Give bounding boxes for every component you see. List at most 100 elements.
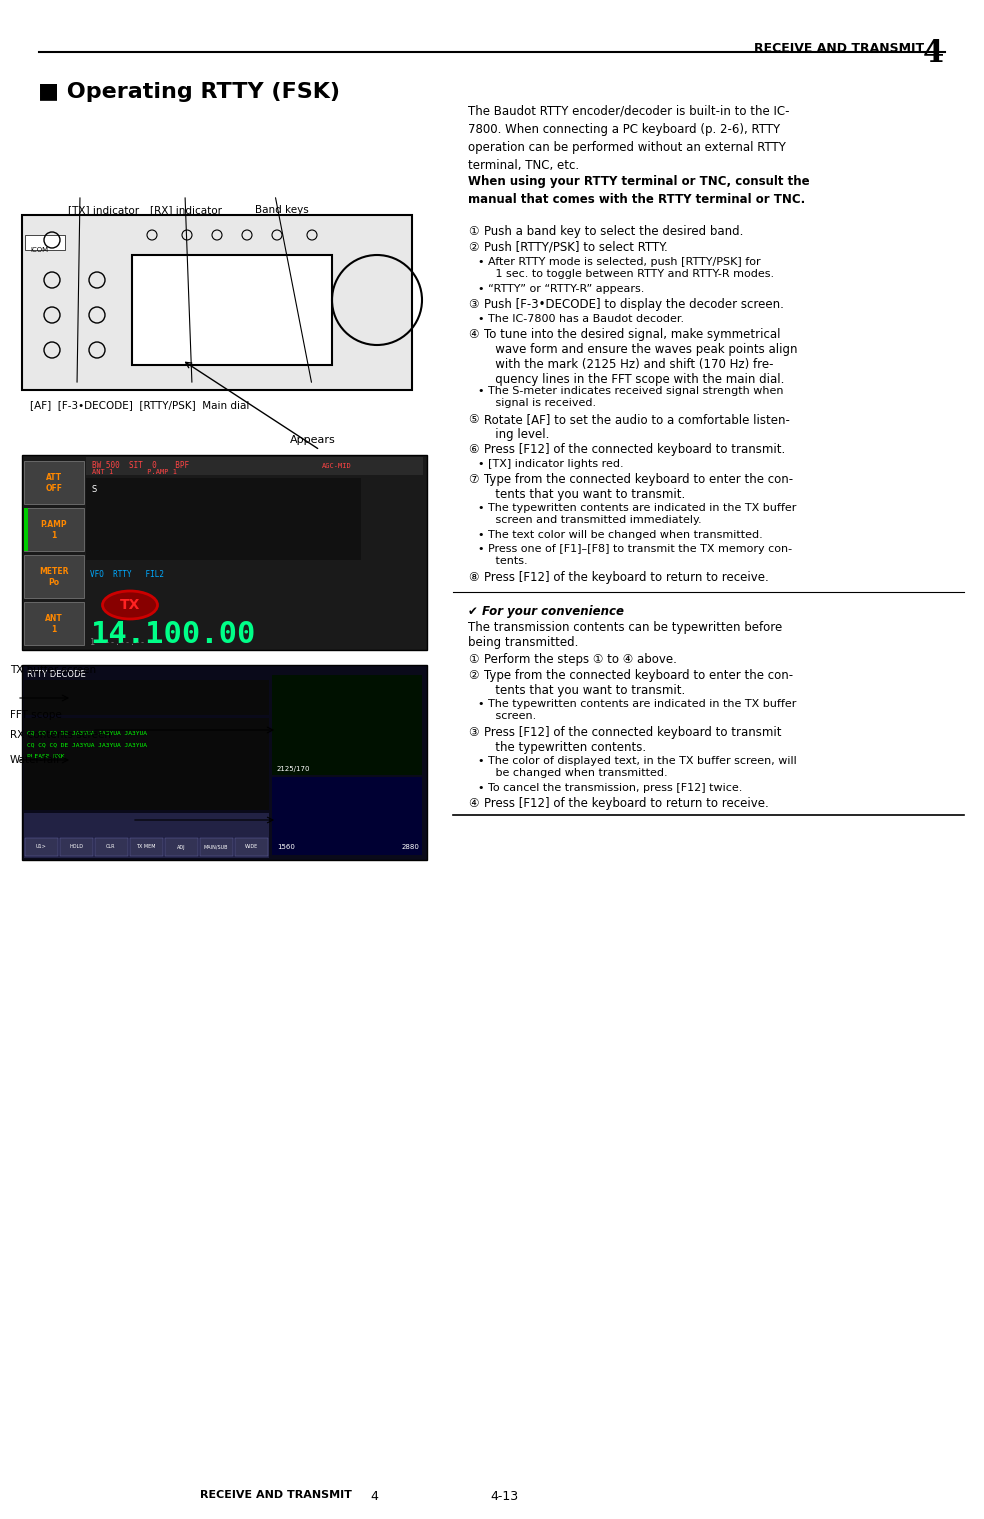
Text: U1>: U1> xyxy=(35,845,46,849)
Text: ✔ For your convenience: ✔ For your convenience xyxy=(468,605,624,618)
Bar xyxy=(165,838,198,857)
Text: Press [F12] of the connected keyboard to transmit
   the typewritten contents.: Press [F12] of the connected keyboard to… xyxy=(484,726,781,753)
Bar xyxy=(24,554,84,598)
Bar xyxy=(86,457,423,475)
Text: ①: ① xyxy=(468,225,478,238)
Text: MAIN/SUB: MAIN/SUB xyxy=(204,845,228,849)
Text: CQ CQ CQ DE JA3YUA JA3YUA JA3YUA: CQ CQ CQ DE JA3YUA JA3YUA JA3YUA xyxy=(27,731,147,735)
Text: 4: 4 xyxy=(370,1490,378,1502)
Text: ③: ③ xyxy=(468,298,478,311)
Text: RECEIVE AND TRANSMIT: RECEIVE AND TRANSMIT xyxy=(200,1490,352,1499)
Text: 4-13: 4-13 xyxy=(490,1490,519,1502)
Text: 4: 4 xyxy=(923,38,944,68)
Bar xyxy=(22,216,412,390)
Text: Push [F-3•DECODE] to display the decoder screen.: Push [F-3•DECODE] to display the decoder… xyxy=(484,298,784,311)
Bar xyxy=(24,460,84,504)
Text: Press [F12] of the keyboard to return to receive.: Press [F12] of the keyboard to return to… xyxy=(484,797,769,810)
Text: The Baudot RTTY encoder/decoder is built-in to the IC-
7800. When connecting a P: The Baudot RTTY encoder/decoder is built… xyxy=(468,105,789,172)
Text: FFT scope: FFT scope xyxy=(10,709,62,720)
Text: METER
Po: METER Po xyxy=(39,567,69,588)
Text: 14.100.00: 14.100.00 xyxy=(90,620,256,649)
Bar xyxy=(200,838,233,857)
Text: The transmission contents can be typewritten before
being transmitted.: The transmission contents can be typewri… xyxy=(468,621,782,649)
Text: VFO  RTTY   FIL2: VFO RTTY FIL2 xyxy=(90,570,164,579)
Text: To tune into the desired signal, make symmetrical
   wave form and ensure the wa: To tune into the desired signal, make sy… xyxy=(484,328,797,386)
Text: AGC-MID: AGC-MID xyxy=(322,463,351,469)
Bar xyxy=(24,718,269,810)
Text: Type from the connected keyboard to enter the con-
   tents that you want to tra: Type from the connected keyboard to ente… xyxy=(484,668,793,697)
Bar xyxy=(24,507,84,551)
Text: 2125/170: 2125/170 xyxy=(277,766,311,772)
Text: [RX] indicator: [RX] indicator xyxy=(150,205,222,216)
Text: When using your RTTY terminal or TNC, consult the
manual that comes with the RTT: When using your RTTY terminal or TNC, co… xyxy=(468,175,810,207)
Text: • The typewritten contents are indicated in the TX buffer
     screen.: • The typewritten contents are indicated… xyxy=(478,699,796,720)
Text: 1560: 1560 xyxy=(277,845,295,851)
Bar xyxy=(272,778,422,855)
Text: ICOM: ICOM xyxy=(30,248,48,254)
Text: ATT
OFF: ATT OFF xyxy=(45,472,63,494)
Text: • After RTTY mode is selected, push [RTTY/PSK] for
     1 sec. to toggle between: • After RTTY mode is selected, push [RTT… xyxy=(478,257,774,278)
Text: ②: ② xyxy=(468,242,478,254)
Text: Type from the connected keyboard to enter the con-
   tents that you want to tra: Type from the connected keyboard to ente… xyxy=(484,472,793,501)
Text: Push [RTTY/PSK] to select RTTY.: Push [RTTY/PSK] to select RTTY. xyxy=(484,242,668,254)
Text: S: S xyxy=(92,485,97,494)
Bar xyxy=(235,838,268,857)
Bar xyxy=(24,813,269,858)
Bar xyxy=(130,838,163,857)
Text: ④: ④ xyxy=(468,797,478,810)
Bar xyxy=(86,478,361,561)
Text: Water-fall: Water-fall xyxy=(10,755,60,766)
Text: 1  --.--.--: 1 --.--.-- xyxy=(90,638,145,647)
Text: • The IC-7800 has a Baudot decoder.: • The IC-7800 has a Baudot decoder. xyxy=(478,314,684,324)
Text: Press [F12] of the connected keyboard to transmit.: Press [F12] of the connected keyboard to… xyxy=(484,444,785,456)
Text: WIDE: WIDE xyxy=(244,845,258,849)
Text: 2880: 2880 xyxy=(402,845,420,851)
Text: TX buffer screen: TX buffer screen xyxy=(10,665,96,674)
Text: • Press one of [F1]–[F8] to transmit the TX memory con-
     tents.: • Press one of [F1]–[F8] to transmit the… xyxy=(478,544,792,565)
Text: RECEIVE AND TRANSMIT: RECEIVE AND TRANSMIT xyxy=(754,43,924,55)
Text: ②: ② xyxy=(468,668,478,682)
Bar xyxy=(25,838,58,857)
Text: Press [F12] of the keyboard to return to receive.: Press [F12] of the keyboard to return to… xyxy=(484,571,769,583)
Text: Appears: Appears xyxy=(290,434,336,445)
Text: ④: ④ xyxy=(468,328,478,340)
Text: BW 500  SIT  0    BPF: BW 500 SIT 0 BPF xyxy=(92,462,189,471)
Text: ADJ: ADJ xyxy=(177,845,185,849)
Text: P.AMP
1: P.AMP 1 xyxy=(40,519,67,541)
Text: Perform the steps ① to ④ above.: Perform the steps ① to ④ above. xyxy=(484,653,677,665)
Text: • The typewritten contents are indicated in the TX buffer
     screen and transm: • The typewritten contents are indicated… xyxy=(478,503,796,524)
Text: • The text color will be changed when transmitted.: • The text color will be changed when tr… xyxy=(478,530,763,539)
Text: ■ Operating RTTY (FSK): ■ Operating RTTY (FSK) xyxy=(38,82,340,102)
Text: RX contents screen: RX contents screen xyxy=(10,731,111,740)
Text: PLEASE KKK: PLEASE KKK xyxy=(27,753,65,760)
Text: HOLD: HOLD xyxy=(69,845,83,849)
Text: Band keys: Band keys xyxy=(255,205,309,216)
Text: TX: TX xyxy=(120,598,140,612)
Text: CLR: CLR xyxy=(106,845,116,849)
Text: ANT 1        P.AMP 1: ANT 1 P.AMP 1 xyxy=(92,469,177,475)
Text: ⑥: ⑥ xyxy=(468,444,478,456)
Bar xyxy=(272,674,422,775)
Text: ANT
1: ANT 1 xyxy=(45,614,63,635)
Text: • The color of displayed text, in the TX buffer screen, will
     be changed whe: • The color of displayed text, in the TX… xyxy=(478,756,797,778)
Ellipse shape xyxy=(102,591,157,620)
Text: • [TX] indicator lights red.: • [TX] indicator lights red. xyxy=(478,459,624,469)
Bar xyxy=(24,602,84,646)
Bar xyxy=(24,681,269,715)
Bar xyxy=(22,665,427,860)
Bar xyxy=(60,838,93,857)
Text: TX MEM: TX MEM xyxy=(136,845,155,849)
Bar xyxy=(25,235,65,251)
Text: ③: ③ xyxy=(468,726,478,740)
Text: CQ CQ CQ DE JA3YUA JA3YUA JA3YUA: CQ CQ CQ DE JA3YUA JA3YUA JA3YUA xyxy=(27,741,147,747)
Text: ⑤: ⑤ xyxy=(468,413,478,425)
Text: Rotate [AF] to set the audio to a comfortable listen-
   ing level.: Rotate [AF] to set the audio to a comfor… xyxy=(484,413,790,441)
Text: • To cancel the transmission, press [F12] twice.: • To cancel the transmission, press [F12… xyxy=(478,782,742,793)
Bar xyxy=(132,255,332,365)
Text: [AF]  [F-3•DECODE]  [RTTY/PSK]  Main dial: [AF] [F-3•DECODE] [RTTY/PSK] Main dial xyxy=(30,399,249,410)
Text: [TX] indicator: [TX] indicator xyxy=(68,205,139,216)
Text: • The S-meter indicates received signal strength when
     signal is received.: • The S-meter indicates received signal … xyxy=(478,386,783,407)
Bar xyxy=(95,838,128,857)
Text: RTTY DECODE: RTTY DECODE xyxy=(27,670,86,679)
Bar xyxy=(24,507,28,551)
